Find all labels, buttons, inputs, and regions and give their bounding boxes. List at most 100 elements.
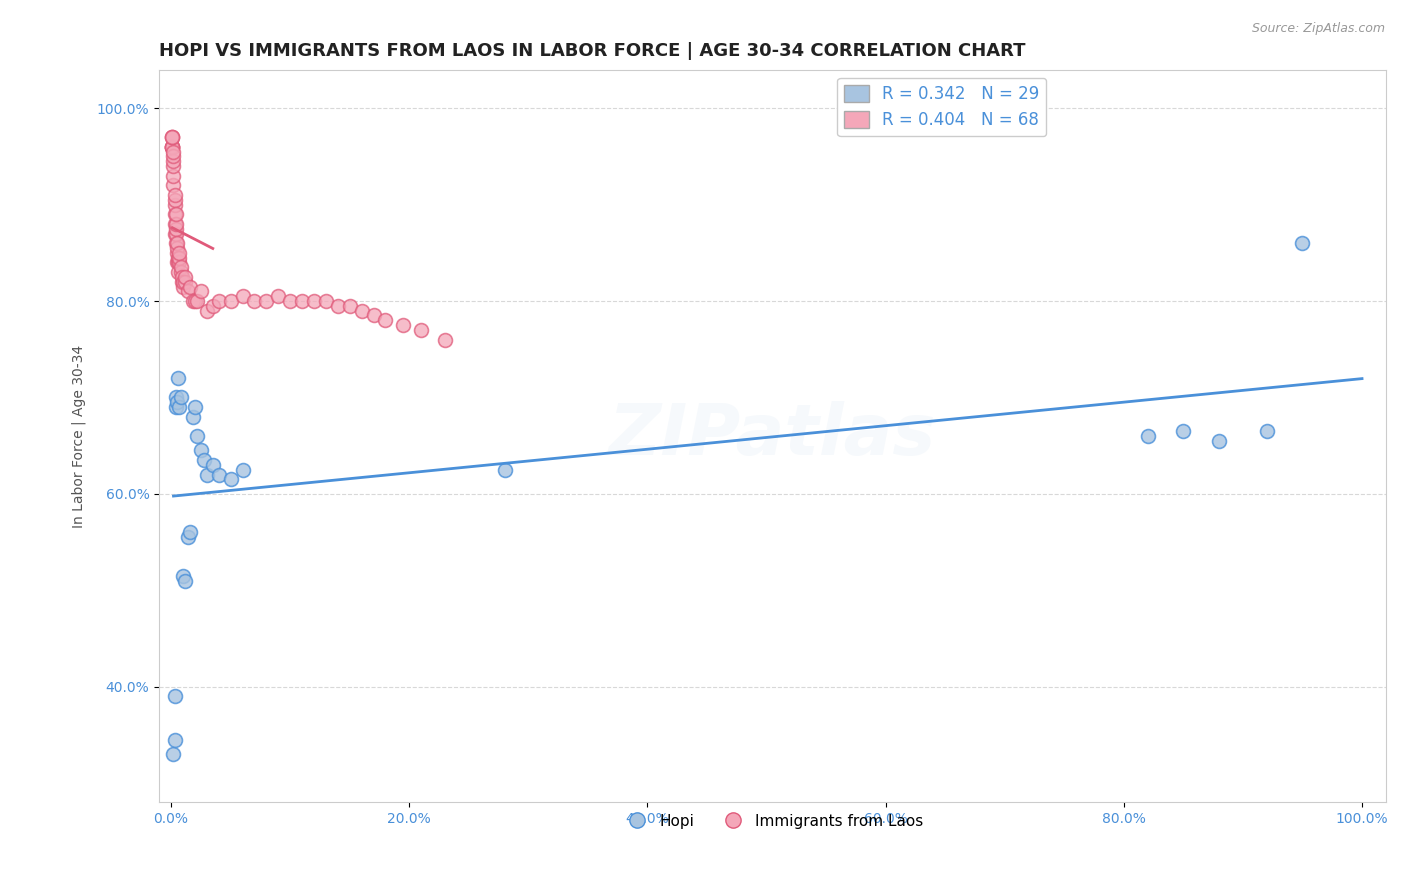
Point bbox=[315, 293, 337, 308]
Text: HOPI VS IMMIGRANTS FROM LAOS IN LABOR FORCE | AGE 30-34 CORRELATION CHART: HOPI VS IMMIGRANTS FROM LAOS IN LABOR FO… bbox=[159, 42, 1026, 60]
Point bbox=[169, 400, 191, 414]
Point bbox=[186, 293, 208, 308]
Point bbox=[163, 188, 186, 202]
Point bbox=[291, 293, 314, 308]
Point bbox=[195, 303, 218, 318]
Point bbox=[162, 140, 184, 154]
Point bbox=[167, 251, 190, 265]
Point bbox=[1208, 434, 1230, 448]
Point bbox=[162, 149, 184, 163]
Point bbox=[166, 245, 188, 260]
Point bbox=[172, 275, 194, 289]
Point bbox=[363, 309, 385, 323]
Point bbox=[172, 279, 194, 293]
Point bbox=[201, 299, 224, 313]
Point bbox=[163, 193, 186, 207]
Point bbox=[219, 472, 242, 486]
Point bbox=[163, 732, 186, 747]
Point bbox=[162, 154, 184, 169]
Point bbox=[169, 391, 191, 405]
Point bbox=[181, 293, 204, 308]
Point bbox=[165, 217, 187, 231]
Point bbox=[302, 293, 325, 308]
Point bbox=[166, 241, 188, 255]
Point bbox=[162, 169, 184, 183]
Point bbox=[166, 255, 188, 269]
Point bbox=[170, 275, 193, 289]
Point bbox=[170, 269, 193, 284]
Point bbox=[186, 429, 208, 443]
Point bbox=[166, 236, 188, 251]
Point bbox=[193, 453, 215, 467]
Point bbox=[163, 197, 186, 211]
Point bbox=[184, 400, 207, 414]
Point bbox=[208, 293, 231, 308]
Point bbox=[162, 140, 184, 154]
Point bbox=[162, 130, 184, 145]
Point bbox=[162, 159, 184, 173]
Legend: Hopi, Immigrants from Laos: Hopi, Immigrants from Laos bbox=[616, 807, 929, 835]
Point bbox=[174, 574, 197, 588]
Point bbox=[165, 227, 187, 241]
Point bbox=[179, 525, 201, 540]
Point bbox=[1256, 424, 1278, 438]
Point bbox=[1291, 236, 1313, 251]
Point bbox=[350, 303, 373, 318]
Point bbox=[1136, 429, 1159, 443]
Point bbox=[411, 323, 433, 337]
Point bbox=[232, 463, 254, 477]
Point bbox=[267, 289, 290, 303]
Point bbox=[190, 443, 212, 458]
Point bbox=[163, 227, 186, 241]
Point bbox=[163, 690, 186, 704]
Point bbox=[167, 265, 190, 279]
Point bbox=[177, 530, 200, 544]
Point bbox=[169, 260, 191, 275]
Point bbox=[166, 395, 188, 409]
Point bbox=[167, 371, 190, 385]
Point bbox=[162, 130, 184, 145]
Y-axis label: In Labor Force | Age 30-34: In Labor Force | Age 30-34 bbox=[72, 344, 86, 527]
Point bbox=[208, 467, 231, 482]
Point bbox=[179, 279, 201, 293]
Point bbox=[177, 285, 200, 299]
Text: Source: ZipAtlas.com: Source: ZipAtlas.com bbox=[1251, 22, 1385, 36]
Point bbox=[162, 140, 184, 154]
Point bbox=[254, 293, 277, 308]
Point bbox=[169, 255, 191, 269]
Point bbox=[174, 269, 197, 284]
Point bbox=[165, 236, 187, 251]
Point bbox=[165, 207, 187, 221]
Point bbox=[219, 293, 242, 308]
Point bbox=[165, 400, 187, 414]
Point bbox=[326, 299, 349, 313]
Point bbox=[181, 409, 204, 424]
Point bbox=[162, 130, 184, 145]
Point bbox=[278, 293, 301, 308]
Point bbox=[172, 568, 194, 582]
Point bbox=[374, 313, 396, 327]
Point bbox=[169, 245, 191, 260]
Point bbox=[201, 458, 224, 472]
Point bbox=[494, 463, 516, 477]
Point bbox=[195, 467, 218, 482]
Point bbox=[163, 217, 186, 231]
Point bbox=[169, 265, 191, 279]
Point bbox=[169, 251, 191, 265]
Point bbox=[162, 178, 184, 193]
Point bbox=[165, 221, 187, 235]
Point bbox=[167, 255, 190, 269]
Point bbox=[184, 293, 207, 308]
Point bbox=[1173, 424, 1195, 438]
Point bbox=[190, 285, 212, 299]
Point bbox=[392, 318, 415, 332]
Point bbox=[232, 289, 254, 303]
Point bbox=[162, 747, 184, 761]
Point bbox=[339, 299, 361, 313]
Point bbox=[162, 145, 184, 159]
Point bbox=[434, 333, 457, 347]
Point bbox=[243, 293, 266, 308]
Point bbox=[165, 391, 187, 405]
Point bbox=[163, 207, 186, 221]
Point bbox=[162, 140, 184, 154]
